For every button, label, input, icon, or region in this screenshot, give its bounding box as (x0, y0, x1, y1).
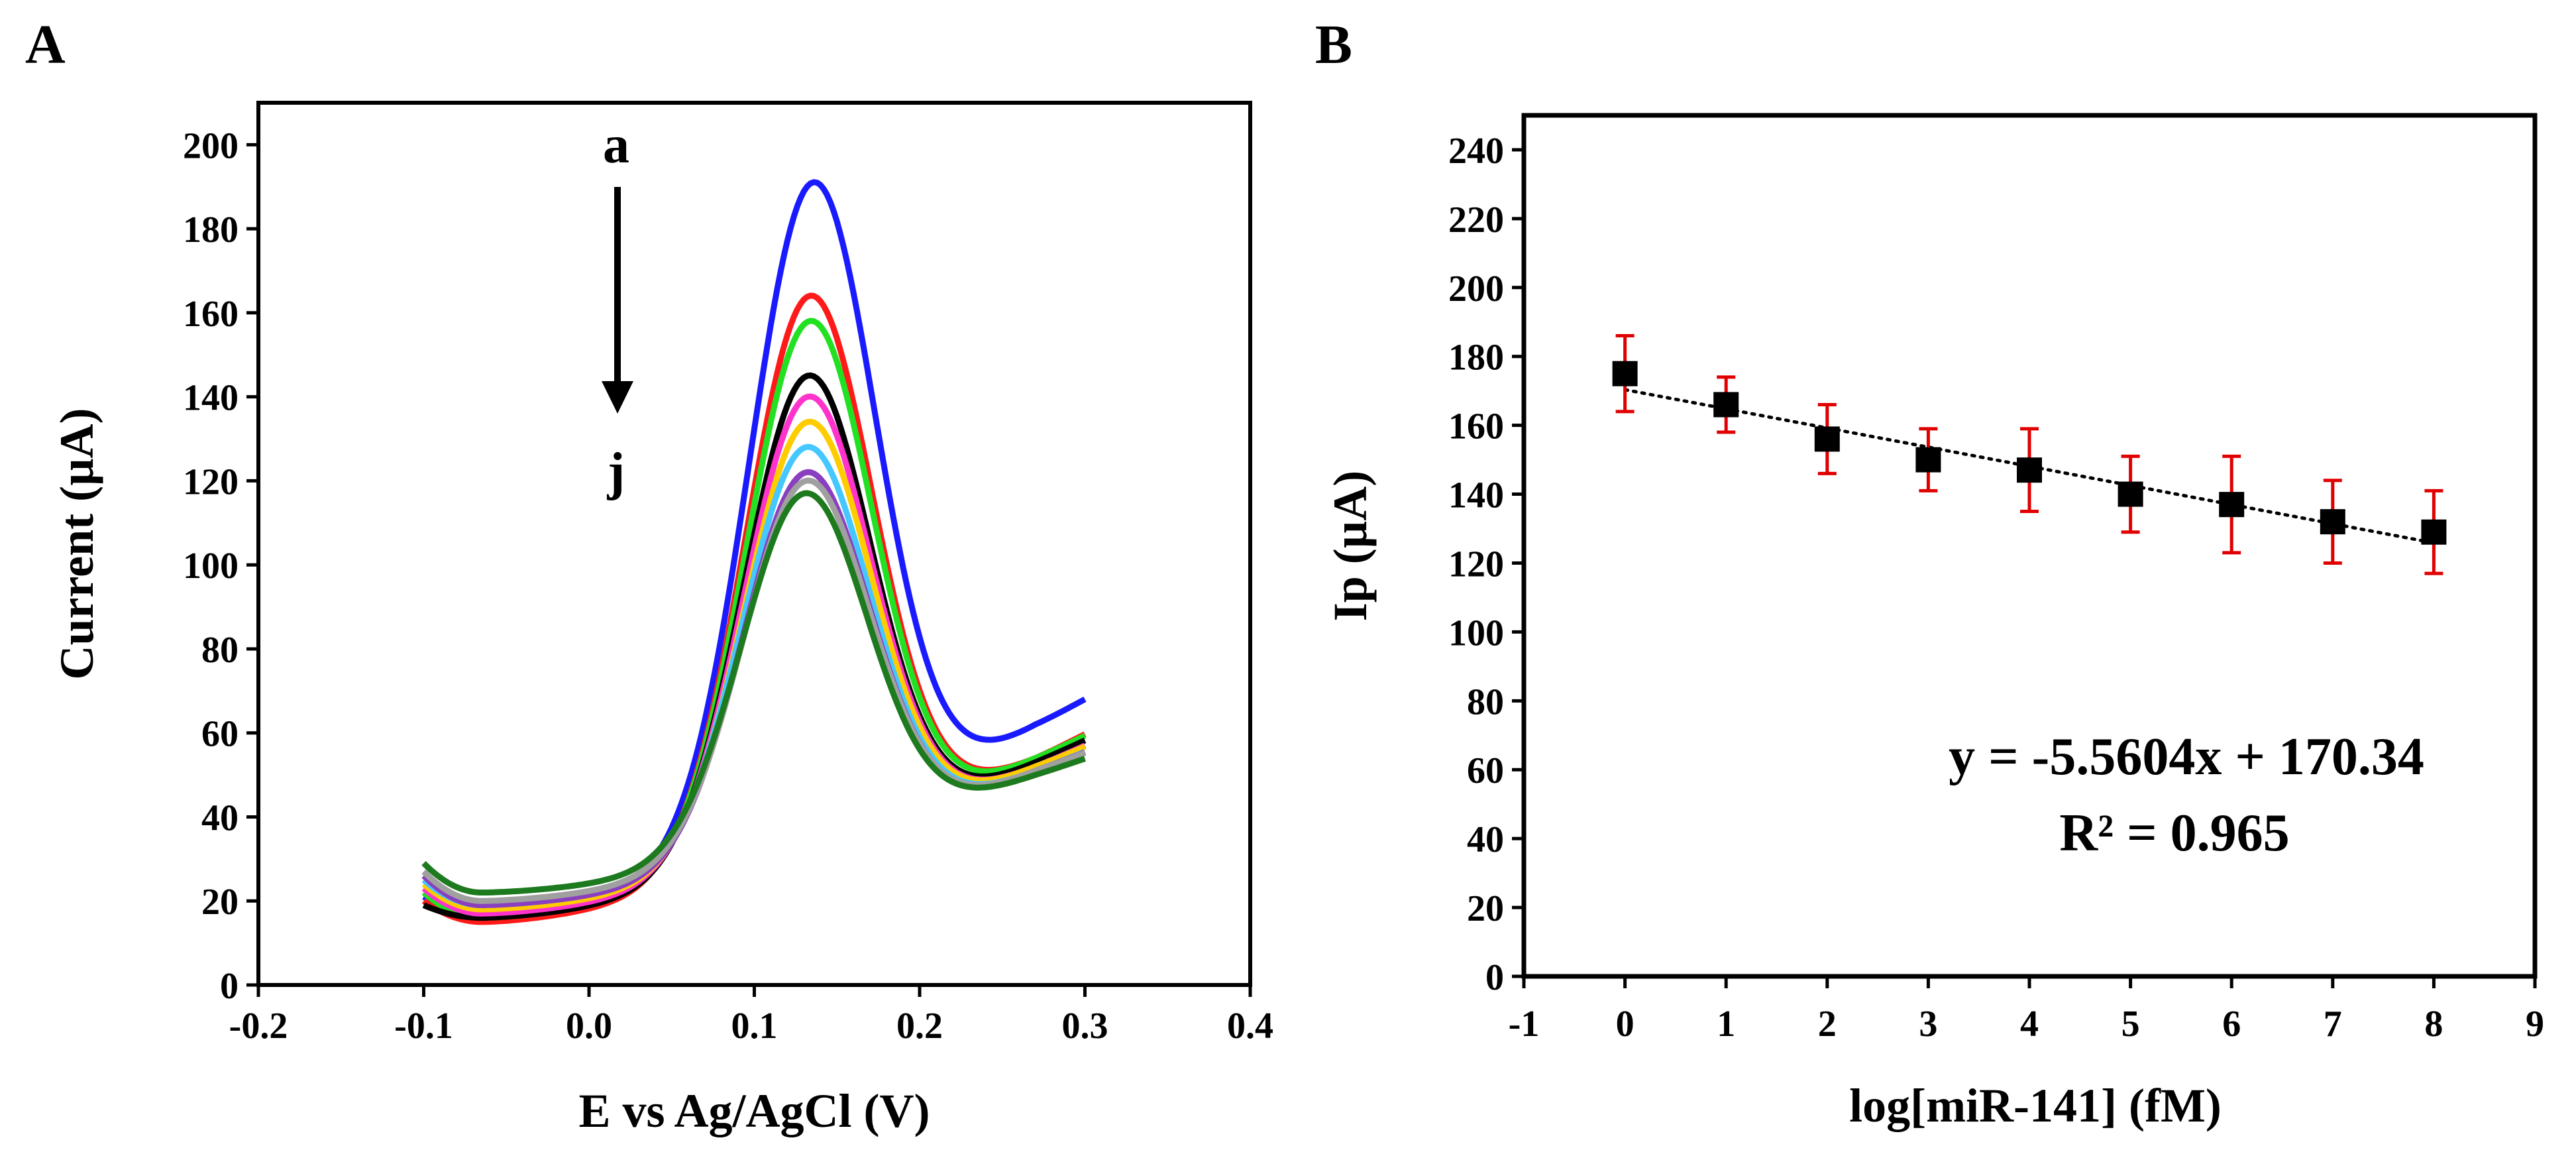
annotation-arrow-head (602, 381, 633, 414)
x-tick-label: 4 (2020, 1004, 2039, 1045)
annotation-start-letter: a (603, 116, 629, 174)
x-tick-label: -0.1 (394, 1006, 453, 1047)
x-tick-label: 0 (1616, 1004, 1635, 1045)
data-point-5 (2118, 454, 2143, 534)
marker (2017, 457, 2042, 483)
panel-a-x-axis-title: E vs Ag/AgCl (V) (578, 1084, 930, 1137)
data-point-7 (2320, 479, 2345, 565)
panel-a: A -0.2 -0.1 0.0 0.1 0.2 0.3 0.4 0 20 40 60 80 100 12… (25, 14, 1273, 1137)
y-tick-label: 40 (201, 797, 239, 838)
marker (1915, 447, 1941, 473)
data-point-0 (1612, 334, 1638, 414)
curve-j (421, 490, 1086, 895)
panel-a-x-axis: -0.2 -0.1 0.0 0.1 0.2 0.3 0.4 (229, 985, 1273, 1047)
x-tick-label: 7 (2324, 1004, 2342, 1045)
y-tick-label: 180 (183, 209, 239, 251)
trendline (1623, 388, 2436, 545)
data-point-6 (2219, 454, 2245, 555)
y-tick-label: 200 (183, 125, 239, 166)
x-tick-label: 0.0 (566, 1006, 612, 1047)
y-tick-label: 20 (1467, 888, 1504, 929)
panel-b: B -1 0 1 2 3 4 5 6 7 8 9 0204060801001201401601802… (1315, 14, 2544, 1132)
y-tick-label: 140 (1448, 475, 1504, 516)
panel-b-plot-frame (1521, 113, 2538, 979)
y-tick-label: 180 (1448, 337, 1504, 378)
x-tick-label: 5 (2121, 1004, 2140, 1045)
panel-b-points (1612, 334, 2447, 575)
regression-equation: y = -5.5604x + 170.34 (1949, 728, 2424, 786)
x-tick-label: 3 (1919, 1004, 1937, 1045)
panel-b-x-axis: -1 0 1 2 3 4 5 6 7 8 9 (1509, 976, 2544, 1045)
x-tick-label: 0.2 (896, 1006, 943, 1047)
x-tick-label: 9 (2526, 1004, 2544, 1045)
y-tick-label: 240 (1448, 131, 1504, 172)
panel-label-b: B (1315, 14, 1352, 76)
marker (1814, 426, 1840, 452)
annotation-end-letter: j (607, 443, 625, 501)
marker (2219, 492, 2245, 518)
panel-a-curves (421, 179, 1087, 925)
data-point-3 (1915, 427, 1941, 492)
marker (2320, 509, 2345, 535)
y-tick-label: 20 (201, 882, 239, 923)
curve-d (422, 372, 1087, 921)
panel-b-x-axis-title: log[miR-141] (fM) (1849, 1079, 2222, 1132)
marker (2118, 481, 2143, 507)
y-tick-label: 0 (1485, 957, 1504, 998)
y-tick-label: 220 (1448, 200, 1504, 241)
x-tick-label: -0.2 (229, 1006, 288, 1047)
r-squared-label: R² = 0.965 (2059, 804, 2289, 862)
data-point-4 (2017, 427, 2042, 514)
x-tick-label: 1 (1717, 1004, 1735, 1045)
y-tick-label: 160 (183, 294, 239, 335)
data-point-1 (1713, 375, 1739, 434)
y-tick-label: 140 (183, 378, 239, 419)
x-tick-label: -1 (1509, 1004, 1540, 1045)
marker (1612, 361, 1638, 386)
y-tick-label: 80 (1467, 681, 1504, 722)
panel-b-y-axis: 0 20 40 60 80 100 120 140 160 180 200 220 240 (1448, 131, 1524, 998)
x-tick-label: 0.3 (1062, 1006, 1108, 1047)
x-tick-label: 0.1 (731, 1006, 778, 1047)
y-tick-label: 200 (1448, 268, 1504, 310)
x-tick-label: 8 (2424, 1004, 2443, 1045)
y-tick-label: 60 (201, 714, 239, 755)
y-tick-label: 160 (1448, 406, 1504, 447)
y-tick-label: 120 (183, 461, 239, 502)
panel-a-y-axis-title: Current (µA) (50, 408, 103, 679)
x-tick-label: 6 (2222, 1004, 2241, 1045)
marker (1713, 392, 1739, 418)
y-tick-label: 100 (1448, 612, 1504, 654)
panel-b-y-axis-title: Ip (µA) (1324, 471, 1377, 622)
y-tick-label: 80 (201, 630, 239, 671)
y-tick-label: 100 (183, 546, 239, 587)
marker (2421, 519, 2447, 545)
panel-label-a: A (25, 14, 66, 76)
x-tick-label: 0.4 (1227, 1006, 1273, 1047)
panel-a-y-axis: 0 20 40 60 80 100 120 140 160 180 200 (183, 125, 258, 1007)
y-tick-label: 40 (1467, 819, 1504, 860)
y-tick-label: 120 (1448, 544, 1504, 585)
x-tick-label: 2 (1818, 1004, 1837, 1045)
data-point-2 (1814, 402, 1840, 475)
data-point-8 (2421, 489, 2447, 575)
y-tick-label: 60 (1467, 750, 1504, 791)
y-tick-label: 0 (220, 966, 239, 1007)
